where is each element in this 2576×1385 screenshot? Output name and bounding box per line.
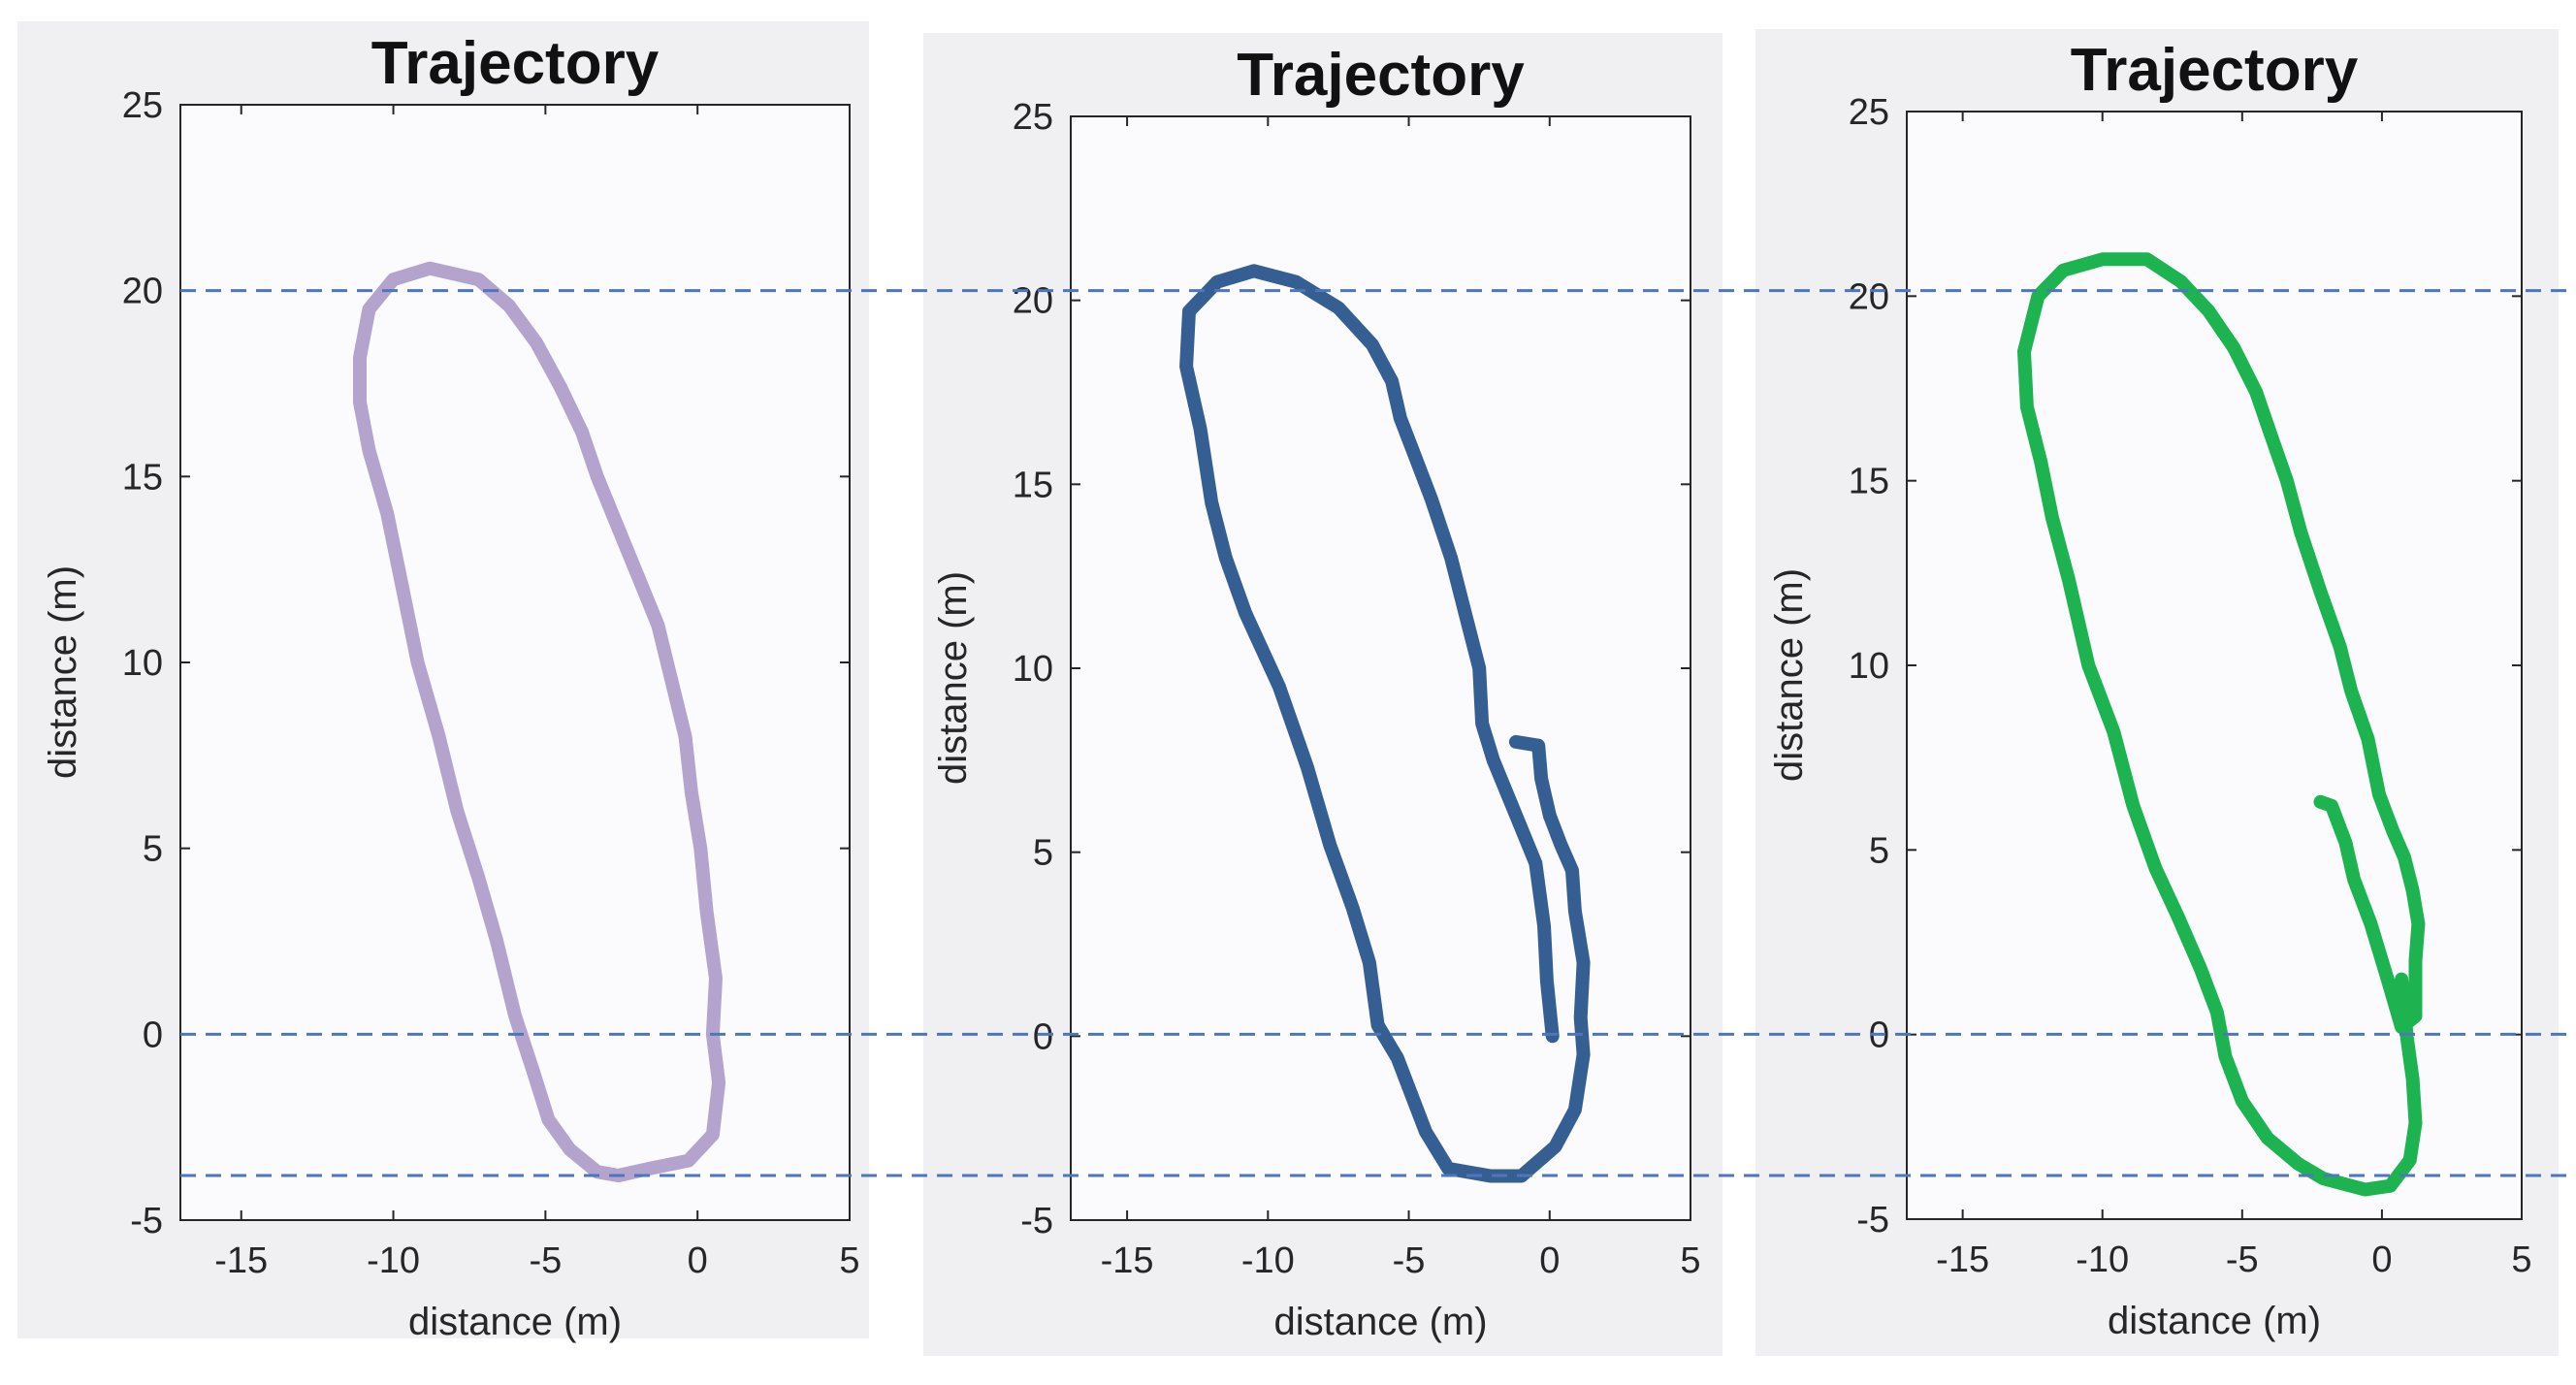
x-tick-label: -5 <box>2226 1240 2259 1280</box>
plot-area <box>179 104 851 1221</box>
y-tick-label: 10 <box>122 643 163 684</box>
chart-title: Trajectory <box>1237 42 1525 109</box>
x-axis-label: distance (m) <box>2108 1300 2321 1342</box>
trajectory-panel-1: Trajectory -15 -10 -5 0 5 -5 0 5 10 15 20 25 distance… <box>17 21 869 1343</box>
x-tick-label: -10 <box>2076 1240 2129 1280</box>
y-tick-label: 5 <box>143 829 163 870</box>
y-tick-label: 15 <box>1849 462 1889 502</box>
x-tick-label: -5 <box>1393 1240 1426 1281</box>
y-tick-label: -5 <box>1020 1201 1053 1241</box>
y-tick-label: 15 <box>1013 465 1053 505</box>
y-tick-label: 5 <box>1033 833 1053 874</box>
x-tick-label: 0 <box>1539 1240 1560 1281</box>
y-tick-label: 15 <box>122 457 163 498</box>
chart-title: Trajectory <box>2071 37 2359 104</box>
plot-area <box>1906 111 2523 1220</box>
y-tick-label: 5 <box>1869 830 1889 871</box>
trajectory-line <box>2017 252 2426 1197</box>
x-tick-label: -15 <box>1936 1240 1989 1280</box>
y-axis-label: distance (m) <box>932 571 975 785</box>
x-tick-label: 5 <box>839 1240 859 1281</box>
x-tick-label: -15 <box>1101 1240 1154 1281</box>
x-tick-label: 5 <box>2511 1240 2531 1280</box>
plot-area <box>1070 115 1691 1221</box>
y-tick-label: 10 <box>1013 649 1053 690</box>
reference-guide-lines <box>180 289 2576 1177</box>
x-axis-label: distance (m) <box>408 1301 622 1343</box>
trajectory-panel-3: Trajectory-15-10-505-50510152025distance… <box>1755 29 2559 1356</box>
y-tick-label: 0 <box>1033 1016 1053 1057</box>
x-tick-label: -10 <box>1241 1240 1295 1281</box>
x-tick-label: 0 <box>2371 1240 2392 1280</box>
y-tick-label: 25 <box>1013 97 1053 138</box>
y-tick-label: 20 <box>1849 276 1889 317</box>
x-tick-label: -5 <box>529 1240 562 1281</box>
chart-title: Trajectory <box>371 30 660 97</box>
y-tick-label: 25 <box>1849 92 1889 133</box>
y-tick-label: 10 <box>1849 646 1889 687</box>
x-tick-label: -15 <box>214 1240 268 1281</box>
y-axis-label: distance (m) <box>42 565 84 779</box>
x-tick-label: -10 <box>367 1240 420 1281</box>
y-tick-label: 25 <box>122 85 163 126</box>
y-tick-label: 20 <box>1013 281 1053 322</box>
y-tick-label: -5 <box>130 1201 163 1241</box>
trajectory-line <box>353 261 726 1182</box>
x-tick-label: 5 <box>1680 1240 1700 1281</box>
trajectory-line <box>1179 264 1591 1183</box>
x-tick-label: 0 <box>688 1240 708 1281</box>
trajectory-panel-2: Trajectory -15 -10 -5 0 5 -5 0 5 10 15 20 25 distance… <box>923 33 1723 1356</box>
y-tick-label: 0 <box>143 1015 163 1055</box>
x-axis-label: distance (m) <box>1273 1301 1487 1343</box>
y-tick-label: 20 <box>122 272 163 312</box>
y-tick-label: -5 <box>1856 1200 1889 1240</box>
y-axis-label: distance (m) <box>1768 568 1811 782</box>
